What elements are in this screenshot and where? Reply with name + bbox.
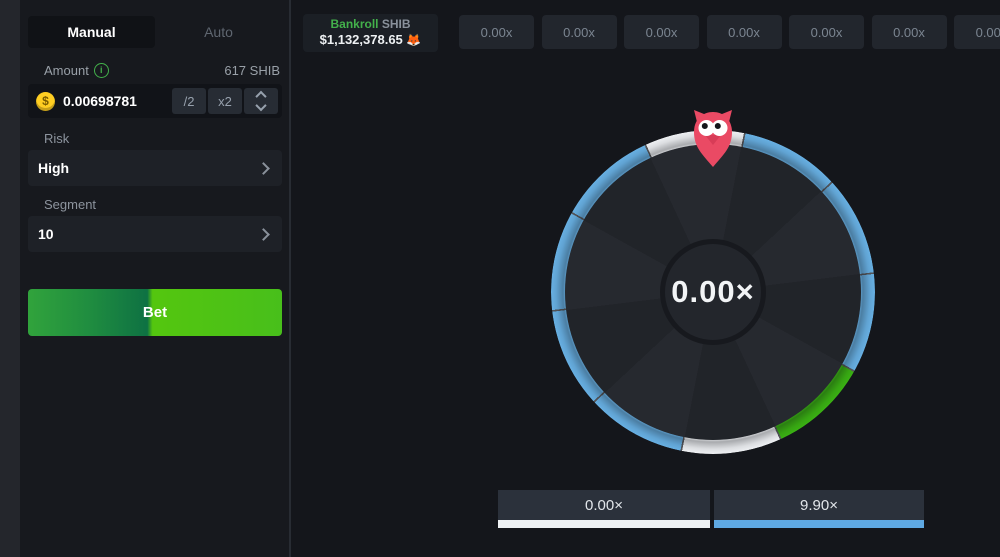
bankroll-header: Bankroll SHIB	[330, 17, 410, 32]
bankroll-amount: $1,132,378.65 🦊	[320, 32, 422, 48]
amount-stepper[interactable]	[244, 88, 278, 114]
bankroll-amount-value: $1,132,378.65	[319, 32, 403, 48]
wheel: 0.00×	[551, 110, 875, 454]
segment-dropdown[interactable]: 10	[28, 216, 282, 252]
current-multiplier: 0.00×	[671, 274, 755, 309]
risk-label: Risk	[44, 131, 70, 146]
amount-label-row: Amount i 617 SHIB	[28, 62, 282, 78]
chevron-right-icon	[257, 227, 270, 241]
game-area: Bankroll SHIB $1,132,378.65 🦊 0.00x 0.00x…	[293, 0, 1000, 557]
fox-emoji-icon: 🦊	[406, 33, 422, 48]
owl-pointer-icon	[694, 110, 732, 167]
double-amount-button[interactable]: x2	[208, 88, 242, 114]
risk-dropdown[interactable]: High	[28, 150, 282, 186]
risk-value: High	[38, 160, 70, 176]
info-icon[interactable]: i	[93, 62, 109, 78]
payout-tile-1[interactable]: 9.90×	[714, 490, 924, 520]
tab-manual[interactable]: Manual	[28, 16, 155, 48]
wheel-hub: 0.00×	[660, 239, 766, 345]
chevron-right-icon	[257, 161, 270, 175]
bankroll-display: Bankroll SHIB $1,132,378.65 🦊	[303, 14, 438, 52]
half-amount-button[interactable]: /2	[172, 88, 206, 114]
amount-input[interactable]: $ 0.00698781 /2 x2	[28, 84, 282, 118]
history-multiplier-button[interactable]: 0.00x	[624, 15, 699, 49]
mode-tabs: Manual Auto	[28, 16, 282, 48]
bet-panel: Manual Auto Amount i 617 SHIB $ 0.006987…	[20, 0, 291, 557]
converted-amount: 617 SHIB	[224, 62, 280, 78]
payout-tile-0-underline	[498, 520, 710, 528]
history-multiplier-button[interactable]: 0.00x	[789, 15, 864, 49]
bankroll-currency: SHIB	[381, 17, 411, 32]
payout-tile-1-underline	[714, 520, 924, 528]
history-multiplier-button[interactable]: 0.00x	[954, 15, 1000, 49]
history-multiplier-button[interactable]: 0.00x	[459, 15, 534, 49]
segment-label: Segment	[44, 197, 97, 212]
segment-value: 10	[38, 226, 54, 242]
coin-icon: $	[36, 91, 55, 111]
history-multiplier-button[interactable]: 0.00x	[706, 15, 782, 49]
payout-tile-0[interactable]: 0.00×	[498, 490, 710, 520]
amount-value[interactable]: 0.00698781	[63, 93, 137, 109]
amount-label: Amount	[44, 62, 89, 78]
bankroll-label: Bankroll	[330, 17, 379, 32]
bet-button[interactable]: Bet	[28, 289, 282, 336]
tab-auto[interactable]: Auto	[155, 16, 282, 48]
left-rail	[0, 0, 20, 557]
amount-modifiers: /2 x2	[172, 88, 278, 114]
history-multiplier-button[interactable]: 0.00x	[871, 15, 947, 49]
chevron-down-icon[interactable]	[255, 99, 267, 112]
history-multiplier-button[interactable]: 0.00x	[541, 15, 617, 49]
